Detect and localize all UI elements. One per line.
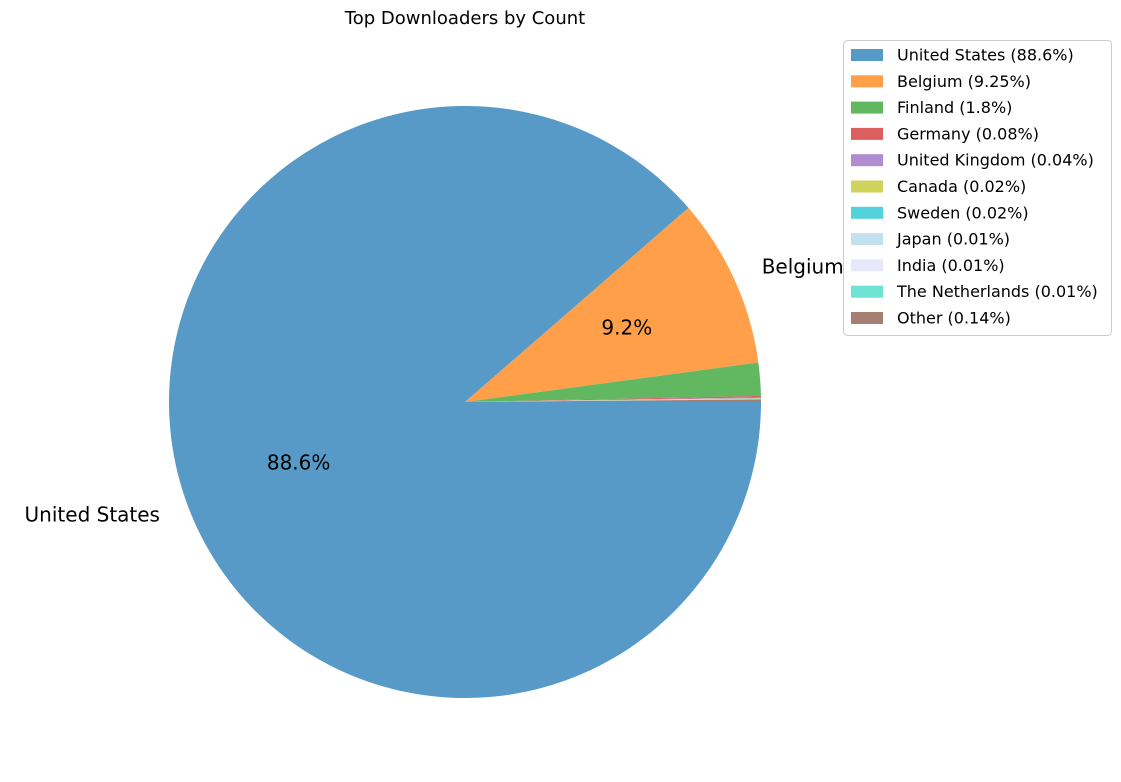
pie-slice-india: [465, 399, 761, 402]
legend-label: Sweden (0.02%): [897, 203, 1029, 222]
legend-label: Japan (0.01%): [896, 230, 1010, 249]
slice-label-belgium: Belgium: [762, 254, 844, 278]
legend-swatch: [851, 233, 883, 246]
pie-slice-japan: [465, 398, 761, 402]
legend-swatch: [851, 180, 883, 193]
legend-item-united-states: United States (88.6%): [851, 46, 1074, 65]
legend-item-the-netherlands: The Netherlands (0.01%): [851, 282, 1098, 301]
legend-swatch: [851, 101, 883, 114]
legend-swatch: [851, 154, 883, 167]
legend-item-japan: Japan (0.01%): [851, 230, 1010, 249]
legend-label: Finland (1.8%): [897, 98, 1012, 117]
pie-slice-united-kingdom: [465, 397, 761, 402]
pie-slice-the-netherlands: [465, 399, 761, 402]
slice-percent-belgium: 9.2%: [601, 315, 652, 339]
slice-percent-united-states: 88.6%: [267, 451, 331, 475]
pie-slice-other: [465, 399, 761, 402]
legend-item-germany: Germany (0.08%): [851, 124, 1039, 143]
legend-swatch: [851, 259, 883, 272]
pie-slice-sweden: [465, 398, 761, 402]
legend-label: United States (88.6%): [897, 46, 1074, 65]
legend-swatch: [851, 285, 883, 298]
legend: United States (88.6%) Belgium (9.25%) Finl…: [843, 40, 1112, 336]
legend-frame: [843, 40, 1112, 336]
legend-label: The Netherlands (0.01%): [896, 282, 1098, 301]
legend-item-canada: Canada (0.02%): [851, 177, 1026, 196]
chart-title: Top Downloaders by Count: [344, 8, 585, 29]
legend-label: Other (0.14%): [897, 309, 1011, 328]
legend-item-united-kingdom: United Kingdom (0.04%): [851, 151, 1094, 170]
pie-slices: [169, 106, 762, 699]
legend-label: Germany (0.08%): [897, 124, 1039, 143]
legend-label: Canada (0.02%): [897, 177, 1026, 196]
legend-label: United Kingdom (0.04%): [897, 151, 1094, 170]
legend-swatch: [851, 49, 883, 61]
slice-label-united-states: United States: [25, 502, 160, 526]
legend-swatch: [851, 312, 883, 324]
legend-item-sweden: Sweden (0.02%): [851, 203, 1029, 222]
pie-slice-germany: [465, 395, 761, 402]
legend-swatch: [851, 127, 883, 140]
legend-swatch: [851, 206, 883, 219]
legend-item-india: India (0.01%): [851, 256, 1005, 275]
legend-item-other: Other (0.14%): [851, 309, 1011, 328]
pie-slice-canada: [465, 398, 761, 402]
pie-labels: United States 88.6% Belgium 9.2%: [25, 254, 844, 526]
legend-item-belgium: Belgium (9.25%): [851, 72, 1031, 91]
pie-slice-united-states: [169, 106, 762, 699]
legend-label: India (0.01%): [897, 256, 1005, 275]
pie-slice-belgium: [465, 207, 759, 402]
legend-label: Belgium (9.25%): [897, 72, 1031, 91]
pie-slice-finland: [465, 362, 761, 402]
legend-item-finland: Finland (1.8%): [851, 98, 1012, 117]
legend-swatch: [851, 75, 883, 88]
